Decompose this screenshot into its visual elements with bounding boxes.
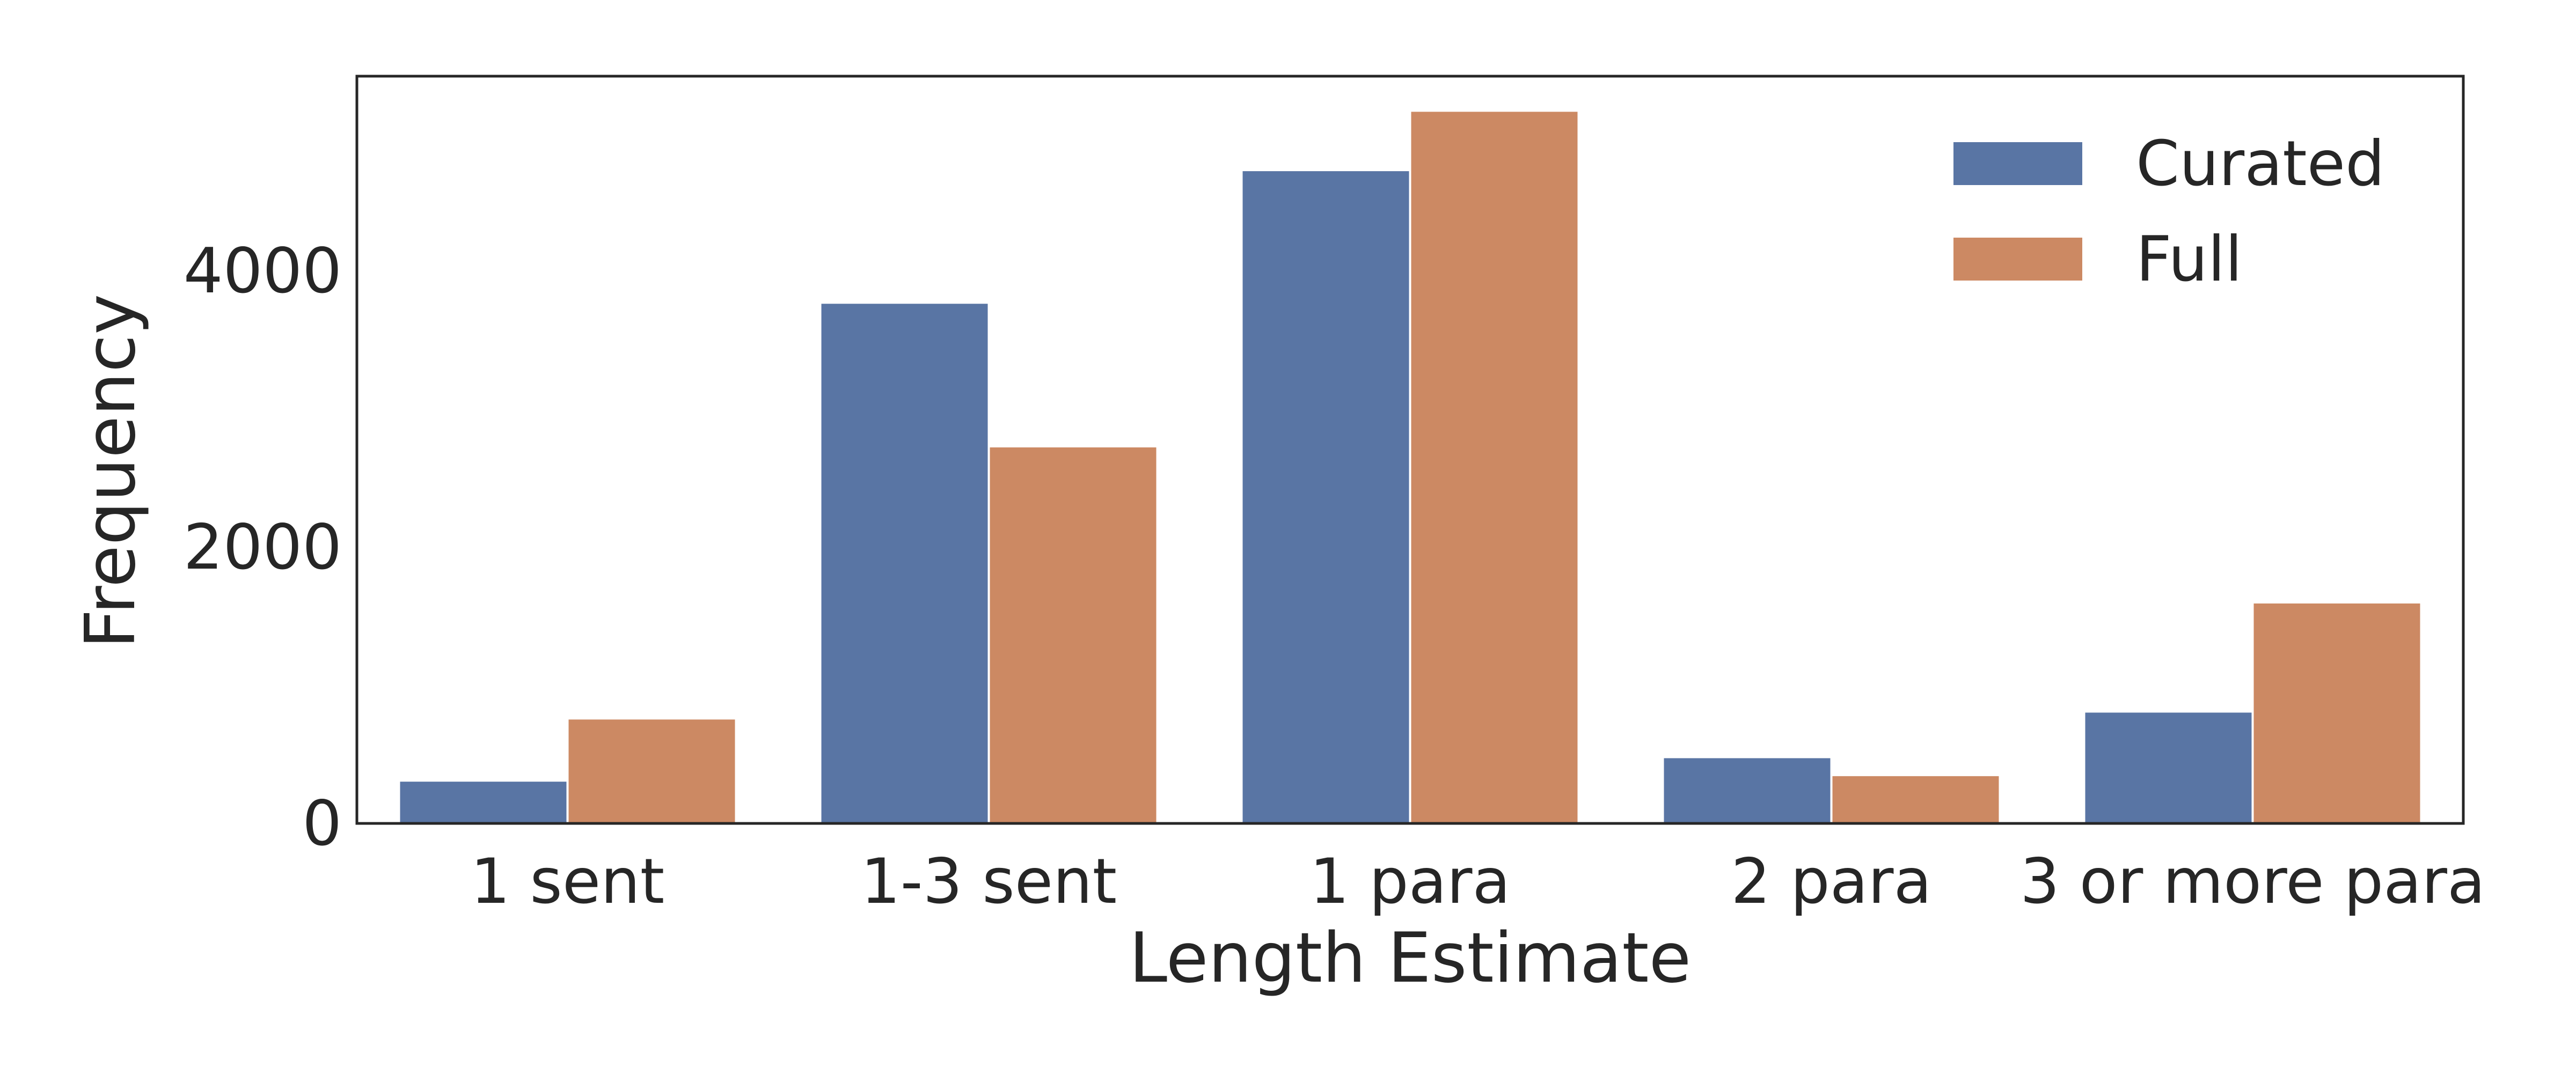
bar-full-3 — [1409, 109, 1580, 824]
legend: Curated Full — [1953, 128, 2385, 296]
y-axis-ticks: 0 2000 4000 — [184, 235, 342, 860]
bar-full-1 — [566, 717, 737, 825]
plot-frame — [355, 75, 2465, 825]
bar-curated-5 — [2083, 710, 2254, 825]
x-tick-label: 1 para — [1309, 845, 1510, 918]
bar-full-5 — [2251, 601, 2423, 825]
bar-curated-1 — [398, 779, 569, 825]
bar-full-4 — [1830, 774, 2001, 825]
y-axis-label: Frequency — [71, 294, 151, 649]
x-tick-label: 1-3 sent — [861, 845, 1117, 918]
bar-full-2 — [987, 445, 1159, 824]
y-tick-label: 0 — [302, 787, 342, 860]
x-tick-label: 1 sent — [471, 845, 664, 918]
legend-label-full: Full — [2136, 223, 2242, 296]
legend-swatch-full — [1953, 238, 2082, 281]
x-axis-ticks: 1 sent 1-3 sent 1 para 2 para 3 or more para — [471, 845, 2485, 918]
y-tick-label: 2000 — [184, 511, 342, 584]
bar-curated-4 — [1662, 756, 1833, 824]
bar-curated-3 — [1240, 169, 1411, 824]
x-tick-label: 2 para — [1731, 845, 1931, 918]
legend-label-curated: Curated — [2136, 128, 2385, 200]
legend-swatch-curated — [1953, 142, 2082, 185]
bar-curated-2 — [819, 301, 990, 824]
y-tick-label: 4000 — [184, 235, 342, 307]
x-tick-label: 3 or more para — [2020, 845, 2485, 918]
x-axis-label: Length Estimate — [1129, 918, 1692, 998]
bars-group — [398, 109, 2423, 825]
